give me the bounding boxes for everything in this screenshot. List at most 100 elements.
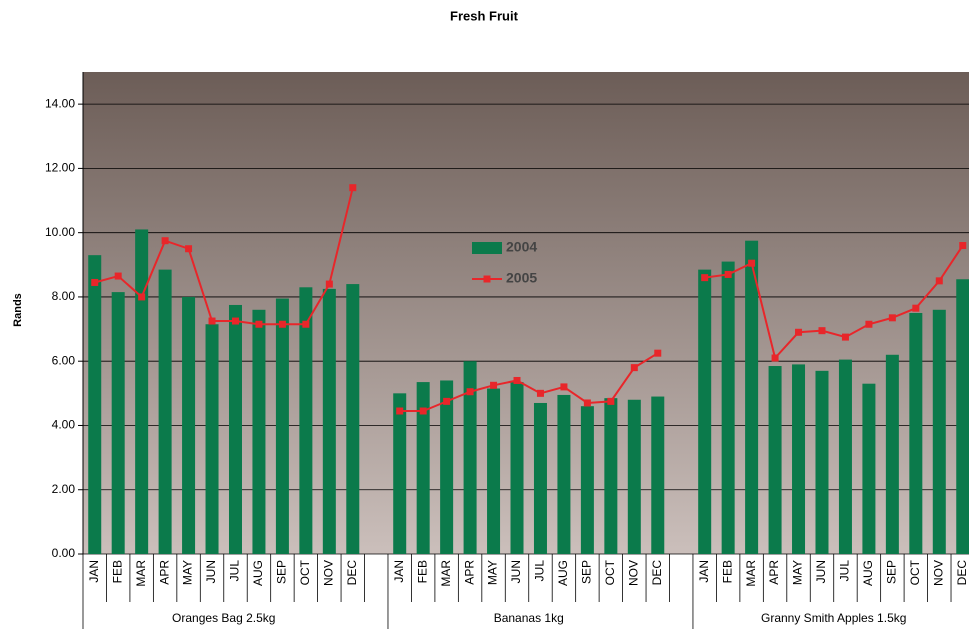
marker xyxy=(114,272,122,280)
group-label: Oranges Bag 2.5kg xyxy=(172,611,275,625)
bar xyxy=(88,255,102,554)
bar xyxy=(768,366,782,554)
marker xyxy=(583,399,591,407)
bar xyxy=(956,279,969,554)
marker xyxy=(795,328,803,336)
marker xyxy=(325,280,333,288)
marker xyxy=(138,293,146,301)
x-tick-label: JUN xyxy=(814,560,828,583)
legend-swatch xyxy=(472,242,502,254)
bar xyxy=(932,309,946,554)
bar xyxy=(721,261,735,554)
x-tick-label: JUN xyxy=(204,560,218,583)
x-tick-label: FEB xyxy=(720,560,734,583)
group-label: Granny Smith Apples 1.5kg xyxy=(761,611,906,625)
bar xyxy=(557,394,571,554)
x-tick-label: NOV xyxy=(626,560,640,586)
x-tick-label: FEB xyxy=(415,560,429,583)
bar xyxy=(111,292,125,554)
x-tick-label: AUG xyxy=(861,560,875,586)
y-tick-label: 4.00 xyxy=(52,418,76,432)
bar xyxy=(580,406,594,554)
marker xyxy=(255,320,263,328)
marker xyxy=(748,259,756,267)
bar xyxy=(393,393,407,554)
bar xyxy=(533,402,547,554)
bar xyxy=(299,287,313,554)
y-tick-label: 14.00 xyxy=(45,96,75,110)
x-tick-label: MAY xyxy=(791,560,805,585)
bar xyxy=(228,304,242,554)
marker xyxy=(536,389,544,397)
x-tick-label: JUL xyxy=(838,560,852,582)
bar xyxy=(745,240,759,554)
marker xyxy=(630,364,638,372)
bar xyxy=(627,399,641,554)
marker xyxy=(513,376,521,384)
marker xyxy=(396,407,404,415)
line xyxy=(399,352,659,413)
marker xyxy=(912,304,920,312)
bar xyxy=(252,309,266,554)
marker xyxy=(560,383,568,391)
y-tick-label: 10.00 xyxy=(45,225,75,239)
x-tick-label: SEP xyxy=(885,560,899,584)
bar xyxy=(651,396,665,554)
marker xyxy=(419,407,427,415)
bar xyxy=(346,284,360,554)
marker xyxy=(443,397,451,405)
bar xyxy=(862,383,876,554)
x-tick-label: NOV xyxy=(931,560,945,586)
x-tick-label: AUG xyxy=(556,560,570,586)
plot xyxy=(83,72,969,555)
bar xyxy=(792,364,806,554)
y-tick-label: 12.00 xyxy=(45,161,75,175)
bar xyxy=(604,398,618,554)
bar xyxy=(909,313,923,554)
bar xyxy=(135,229,149,554)
bar xyxy=(205,324,219,554)
bar xyxy=(510,382,524,554)
marker xyxy=(959,242,967,250)
y-tick-label: 2.00 xyxy=(52,482,76,496)
x-tick-label: JUN xyxy=(509,560,523,583)
x-tick-label: OCT xyxy=(603,559,617,585)
marker xyxy=(490,381,498,389)
x-tick-label: MAR xyxy=(439,560,453,587)
marker xyxy=(91,278,99,286)
marker xyxy=(278,320,286,328)
marker xyxy=(161,237,169,245)
x-tick-label: DEC xyxy=(345,560,359,586)
marker xyxy=(935,277,943,285)
x-tick-label: SEP xyxy=(580,560,594,584)
marker xyxy=(865,320,873,328)
bar xyxy=(416,382,430,554)
x-tick-label: JAN xyxy=(392,560,406,583)
legend-swatch xyxy=(483,275,491,283)
marker xyxy=(208,317,216,325)
bar xyxy=(322,288,336,554)
marker xyxy=(841,333,849,341)
x-tick-label: JUL xyxy=(228,560,242,582)
bar xyxy=(440,380,454,554)
marker xyxy=(818,327,826,335)
marker xyxy=(607,397,615,405)
marker xyxy=(302,320,310,328)
bar xyxy=(487,388,501,554)
x-tick-label: JUL xyxy=(533,560,547,582)
x-tick-label: JAN xyxy=(697,560,711,583)
y-tick-label: 8.00 xyxy=(52,289,76,303)
x-tick-label: MAY xyxy=(486,560,500,585)
bar xyxy=(158,269,172,554)
bar xyxy=(698,269,712,554)
bar xyxy=(838,359,852,554)
y-tick-label: 0.00 xyxy=(52,546,76,560)
bar xyxy=(815,370,829,554)
x-tick-label: MAR xyxy=(134,560,148,587)
x-tick-label: JAN xyxy=(87,560,101,583)
legend-label: 2005 xyxy=(506,270,537,286)
x-tick-label: SEP xyxy=(275,560,289,584)
marker xyxy=(185,245,193,253)
x-tick-label: MAY xyxy=(181,560,195,585)
marker xyxy=(701,274,709,282)
